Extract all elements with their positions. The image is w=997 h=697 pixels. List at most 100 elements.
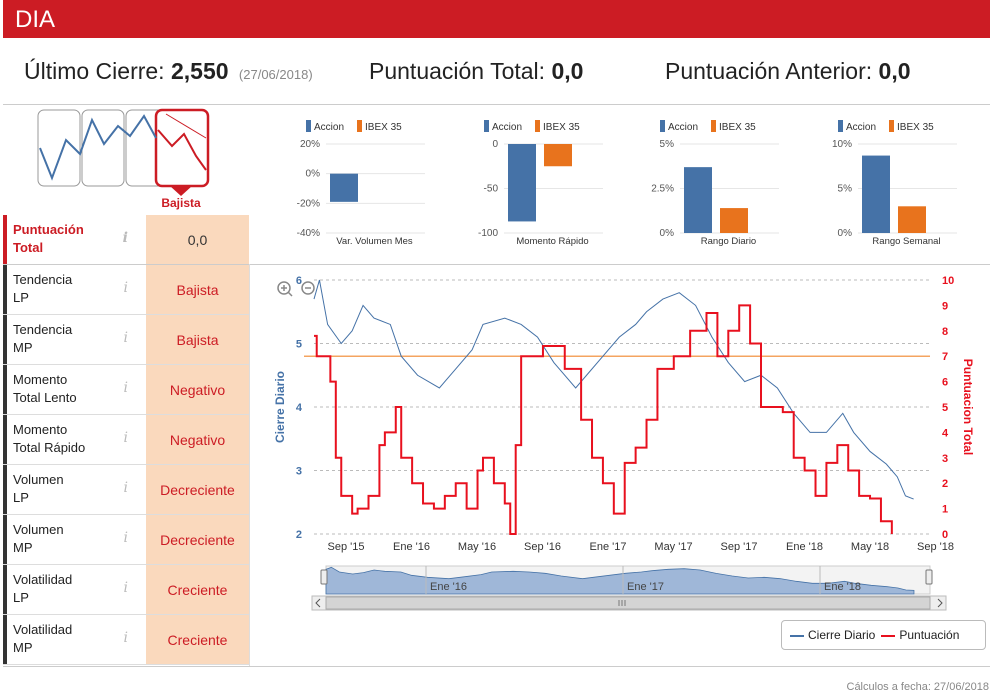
legend-accion-label: Accion — [846, 122, 876, 133]
indicator-label: Puntuación Total i — [3, 215, 146, 264]
navigator-handle-right[interactable] — [925, 569, 933, 585]
indicator-label: Tendencia MP i — [3, 315, 146, 364]
indicator-row[interactable]: Volatilidad MP i Creciente — [3, 615, 249, 665]
y-axis-title-right: Puntuacion Total — [961, 359, 975, 455]
y-tick-label-left: 3 — [296, 466, 302, 478]
indicator-row[interactable]: Momento Total Lento i Negativo — [3, 365, 249, 415]
indicator-row[interactable]: Puntuación Total i 0,0 — [3, 215, 249, 265]
scrollbar-thumb[interactable] — [325, 596, 931, 610]
score-series-line — [314, 304, 893, 535]
x-tick-label: Sep '16 — [524, 541, 561, 553]
trend-line-diag — [165, 113, 207, 139]
zoom-out-icon[interactable] — [301, 281, 315, 295]
info-icon[interactable]: i — [123, 280, 128, 296]
indicator-label: Volatilidad MP i — [3, 615, 146, 664]
scroll-grip-icon — [618, 600, 626, 606]
indicator-row[interactable]: Tendencia MP i Bajista — [3, 315, 249, 365]
summary-bar: Último Cierre: 2,550 (27/06/2018) Puntua… — [0, 52, 997, 96]
scroll-left-icon[interactable] — [315, 598, 321, 608]
indicator-row[interactable]: Volumen MP i Decreciente — [3, 515, 249, 565]
mini-charts: Accion IBEX 35 20% 0% -20% -40% Var. Volumen M… — [297, 120, 957, 247]
y-tick-label: -100 — [478, 228, 498, 239]
indicator-label-1: Tendencia — [13, 272, 73, 287]
navigator[interactable]: Ene '16 Ene '17 Ene '18 — [320, 565, 933, 595]
vertical-divider — [249, 264, 250, 666]
x-tick-label: Ene '16 — [393, 541, 430, 553]
mini-chart: Accion IBEX 35 0 -50 -100 Momento Rápido — [478, 120, 603, 247]
legend-price-label: Cierre Diario — [808, 628, 876, 642]
trend-line-red — [157, 129, 207, 171]
info-icon[interactable]: i — [123, 630, 128, 646]
y-tick-label-left: 5 — [296, 339, 302, 351]
indicator-label-2: LP — [13, 290, 29, 305]
bar-ibex — [544, 144, 572, 167]
trend-widget: Bajista — [37, 108, 210, 210]
mini-chart-title: Var. Volumen Mes — [336, 236, 413, 247]
info-icon[interactable]: i — [123, 430, 128, 446]
scrollbar[interactable] — [311, 595, 947, 611]
legend-ibex-label: IBEX 35 — [719, 122, 756, 133]
legend-ibex-swatch — [711, 120, 716, 132]
last-close: Último Cierre: 2,550 (27/06/2018) — [24, 58, 313, 85]
indicator-label: Tendencia LP i — [3, 265, 146, 314]
last-close-label: Último Cierre: — [24, 58, 165, 84]
legend-price-swatch — [790, 634, 804, 637]
legend-ibex-swatch — [889, 120, 894, 132]
bar-ibex — [898, 206, 926, 233]
legend-accion-swatch — [660, 120, 665, 132]
divider-3 — [3, 666, 990, 667]
indicator-row[interactable]: Tendencia LP i Bajista — [3, 265, 249, 315]
info-icon[interactable]: i — [122, 230, 128, 246]
total-score: Puntuación Total: 0,0 — [369, 58, 583, 85]
indicator-row[interactable]: Momento Total Rápido i Negativo — [3, 415, 249, 465]
y-tick-label-left: 4 — [296, 402, 303, 414]
legend-accion-swatch — [484, 120, 489, 132]
indicator-row[interactable]: Volumen LP i Decreciente — [3, 465, 249, 515]
x-tick-label: Ene '17 — [590, 541, 627, 553]
y-tick-label: -20% — [297, 198, 320, 209]
legend-ibex-label: IBEX 35 — [897, 122, 934, 133]
scroll-right-icon[interactable] — [937, 598, 943, 608]
chart-legend[interactable]: Cierre Diario Puntuación — [781, 620, 986, 650]
y-tick-label: 10% — [832, 139, 852, 150]
legend-ibex-swatch — [357, 120, 362, 132]
indicator-label-2: Total — [13, 240, 44, 255]
y-tick-label: 0% — [306, 169, 321, 180]
x-tick-label: May '16 — [458, 541, 496, 553]
indicator-label-1: Puntuación — [13, 222, 84, 237]
info-icon[interactable]: i — [123, 380, 128, 396]
info-icon[interactable]: i — [123, 480, 128, 496]
info-icon[interactable]: i — [123, 580, 128, 596]
y-axis-title-left: Cierre Diario — [273, 371, 287, 443]
y-tick-label: -40% — [297, 228, 320, 239]
indicator-label: Momento Total Lento i — [3, 365, 146, 414]
indicator-label-1: Momento — [13, 372, 68, 387]
legend-accion-label: Accion — [314, 122, 344, 133]
navigator-tick: Ene '16 — [430, 581, 467, 593]
trend-pointer-icon — [170, 186, 192, 196]
y-tick-label-right: 0 — [942, 529, 948, 541]
bar-accion — [508, 144, 536, 222]
indicator-label-2: LP — [13, 590, 29, 605]
indicator-label-2: MP — [13, 340, 33, 355]
indicator-label-1: Volumen — [13, 472, 64, 487]
total-score-value: 0,0 — [551, 58, 584, 84]
indicator-label-1: Momento — [13, 422, 68, 437]
divider-2 — [3, 264, 990, 265]
legend-score[interactable]: Puntuación — [881, 628, 959, 642]
mini-chart-title: Momento Rápido — [516, 236, 588, 247]
legend-accion-swatch — [306, 120, 311, 132]
info-icon[interactable]: i — [123, 330, 128, 346]
info-icon[interactable]: i — [123, 530, 128, 546]
zoom-in-icon[interactable] — [277, 281, 293, 297]
y-tick-label: 5% — [838, 184, 853, 195]
total-score-label: Puntuación Total: — [369, 58, 546, 84]
legend-price[interactable]: Cierre Diario — [790, 628, 875, 642]
x-tick-label: Ene '18 — [786, 541, 823, 553]
navigator-handle-left[interactable] — [320, 569, 328, 585]
indicator-value: Creciente — [146, 565, 249, 614]
indicator-value: Decreciente — [146, 515, 249, 564]
bar-accion — [862, 155, 890, 233]
indicator-row[interactable]: Volatilidad LP i Creciente — [3, 565, 249, 615]
